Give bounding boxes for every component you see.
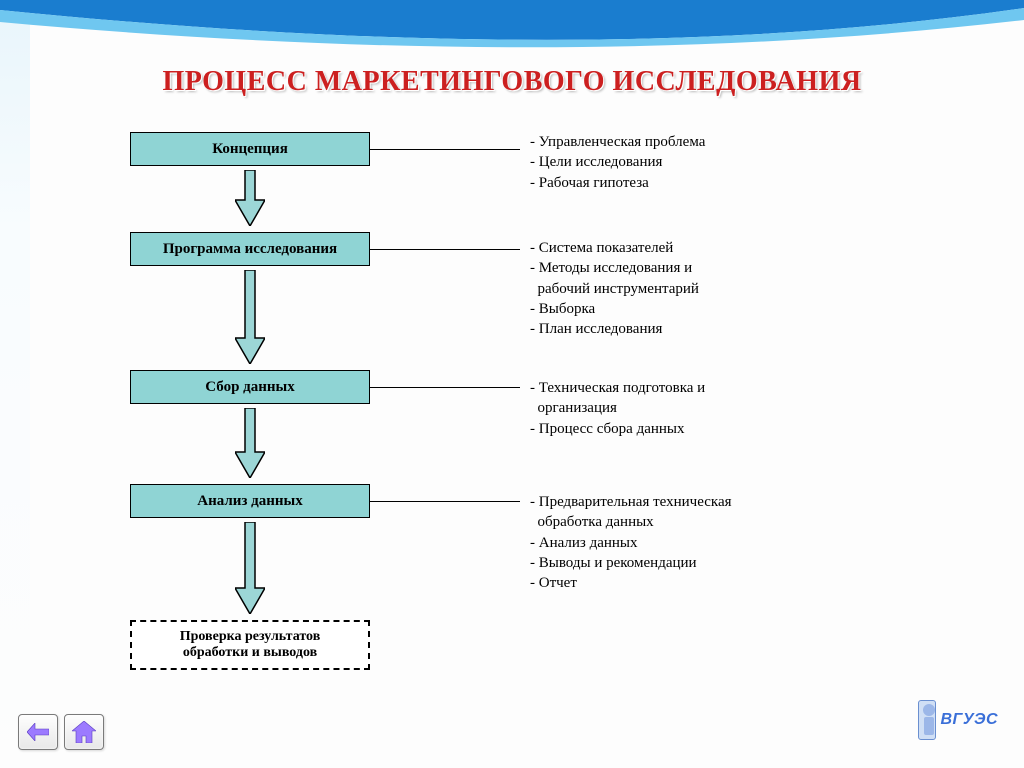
step-desc-analysis: - Предварительная техническая обработка … [530, 492, 732, 593]
nav-buttons [18, 714, 104, 750]
final-line2: обработки и выводов [183, 645, 317, 661]
step-box-data-collection: Сбор данных [130, 370, 370, 404]
connector-line [370, 149, 520, 150]
step-desc-data-collection: - Техническая подготовка и организация -… [530, 378, 705, 439]
step-box-program: Программа исследования [130, 232, 370, 266]
arrow-left-icon [27, 723, 49, 741]
step-label: Сбор данных [205, 379, 295, 396]
org-logo: ВГУЭС [918, 692, 998, 748]
step-desc-program: - Система показателей - Методы исследова… [530, 238, 699, 339]
logo-figure-icon [918, 700, 936, 740]
step-box-analysis: Анализ данных [130, 484, 370, 518]
down-arrow-icon [235, 408, 265, 458]
step-box-concept: Концепция [130, 132, 370, 166]
down-arrow-icon [235, 170, 265, 220]
step-label: Программа исследования [163, 241, 337, 258]
logo-text: ВГУЭС [940, 711, 998, 729]
flow-diagram: Концепция - Управленческая проблема - Це… [0, 120, 1024, 700]
connector-line [370, 249, 520, 250]
nav-prev-button[interactable] [18, 714, 58, 750]
step-desc-concept: - Управленческая проблема - Цели исследо… [530, 132, 705, 193]
connector-line [370, 501, 520, 502]
page-title: ПРОЦЕСС МАРКЕТИНГОВОГО ИССЛЕДОВАНИЯ [0, 66, 1024, 98]
step-box-verification: Проверка результатов обработки и выводов [130, 620, 370, 670]
final-line1: Проверка результатов [180, 629, 321, 645]
connector-line [370, 387, 520, 388]
header-swoosh [0, 0, 1024, 60]
nav-home-button[interactable] [64, 714, 104, 750]
home-icon [72, 721, 96, 743]
step-label: Концепция [212, 141, 288, 158]
down-arrow-icon [235, 270, 265, 320]
step-label: Анализ данных [197, 493, 303, 510]
down-arrow-icon [235, 522, 265, 572]
